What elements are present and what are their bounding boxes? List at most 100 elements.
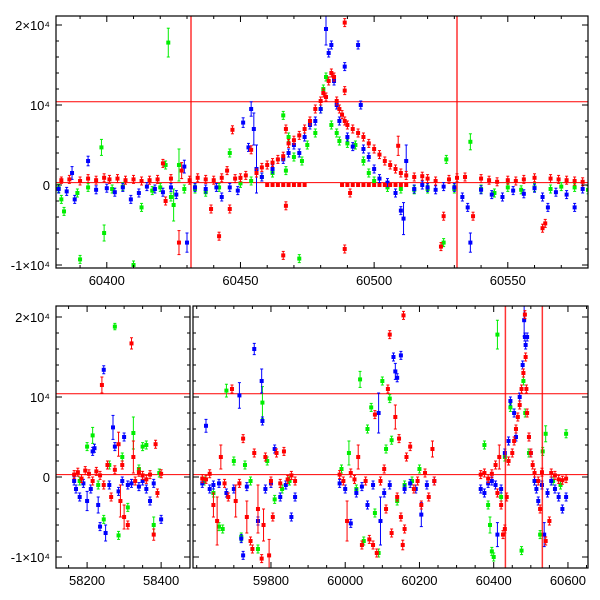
- data-point: [140, 442, 145, 452]
- point-marker: [493, 483, 498, 487]
- point-marker: [237, 393, 242, 398]
- point-marker: [203, 477, 208, 482]
- data-point: [259, 172, 264, 182]
- data-point: [348, 188, 353, 198]
- data-point: [281, 110, 286, 120]
- point-marker: [187, 178, 192, 183]
- plot-area: [56, 16, 588, 268]
- point-marker: [343, 487, 348, 491]
- point-marker: [313, 107, 318, 111]
- y-tick-label: -1×10⁴: [11, 258, 50, 273]
- data-point: [396, 135, 401, 156]
- point-marker: [75, 470, 80, 475]
- point-marker: [430, 447, 435, 451]
- data-point: [361, 144, 366, 154]
- point-marker: [402, 487, 407, 491]
- data-point: [259, 554, 264, 564]
- point-marker: [495, 491, 500, 495]
- data-point: [151, 478, 156, 488]
- data-point: [382, 488, 387, 498]
- data-point: [468, 133, 473, 151]
- point-marker: [438, 244, 443, 249]
- point-marker: [270, 160, 275, 165]
- point-marker: [104, 186, 109, 191]
- point-marker: [94, 178, 99, 183]
- point-marker: [265, 459, 270, 463]
- point-marker: [107, 483, 112, 487]
- point-marker: [487, 178, 492, 183]
- point-marker: [412, 175, 417, 179]
- data-point: [346, 440, 351, 466]
- data-point: [478, 484, 483, 494]
- data-point: [220, 524, 225, 534]
- point-marker: [543, 539, 548, 543]
- data-point: [393, 404, 398, 430]
- point-marker: [321, 91, 326, 95]
- point-marker: [72, 197, 77, 202]
- point-marker: [339, 467, 344, 471]
- point-marker: [129, 341, 134, 346]
- x-tick-label: 58400: [143, 573, 179, 588]
- point-marker: [515, 415, 520, 419]
- data-point: [404, 452, 409, 462]
- data-point: [398, 206, 403, 216]
- point-marker: [471, 214, 476, 219]
- data-point: [324, 92, 329, 102]
- data-point: [387, 330, 392, 340]
- data-point: [356, 128, 361, 138]
- data-point: [72, 194, 77, 204]
- data-point: [297, 183, 302, 187]
- data-point: [120, 460, 125, 470]
- point-marker: [385, 180, 390, 185]
- point-marker: [372, 179, 377, 183]
- point-marker: [90, 479, 95, 483]
- data-point: [361, 183, 366, 187]
- point-marker: [313, 119, 318, 123]
- point-marker: [144, 184, 149, 189]
- point-marker: [432, 479, 437, 483]
- data-point: [432, 476, 437, 486]
- point-marker: [505, 185, 510, 190]
- data-point: [86, 182, 91, 192]
- data-point: [289, 512, 294, 522]
- data-point: [118, 484, 123, 518]
- point-marker: [237, 481, 242, 486]
- point-marker: [103, 531, 108, 535]
- data-point: [203, 418, 208, 433]
- point-marker: [147, 178, 152, 183]
- data-point: [522, 310, 527, 320]
- data-point: [136, 188, 141, 198]
- data-point: [203, 174, 208, 184]
- point-marker: [102, 175, 107, 180]
- data-point: [139, 176, 144, 186]
- data-point: [510, 448, 515, 458]
- point-marker: [168, 195, 173, 199]
- point-marker: [334, 99, 339, 103]
- point-marker: [549, 471, 554, 475]
- point-marker: [500, 195, 505, 199]
- point-marker: [226, 495, 231, 499]
- data-point: [340, 183, 345, 187]
- point-marker: [346, 451, 351, 455]
- point-marker: [222, 481, 227, 486]
- data-point: [520, 360, 525, 370]
- data-point: [99, 138, 104, 156]
- point-marker: [513, 427, 518, 431]
- point-marker: [270, 167, 275, 171]
- data-point: [302, 183, 307, 187]
- y-tick-label: 2×10⁴: [15, 18, 50, 33]
- data-point: [586, 185, 588, 195]
- point-marker: [144, 477, 149, 482]
- data-point: [148, 470, 153, 480]
- data-point: [297, 148, 302, 158]
- data-point: [358, 370, 363, 388]
- data-point: [103, 524, 108, 542]
- point-marker: [530, 463, 535, 467]
- point-marker: [248, 479, 253, 483]
- point-marker: [404, 173, 409, 178]
- point-marker: [441, 184, 446, 189]
- data-point: [419, 500, 424, 510]
- point-marker: [547, 519, 552, 523]
- point-marker: [366, 155, 371, 159]
